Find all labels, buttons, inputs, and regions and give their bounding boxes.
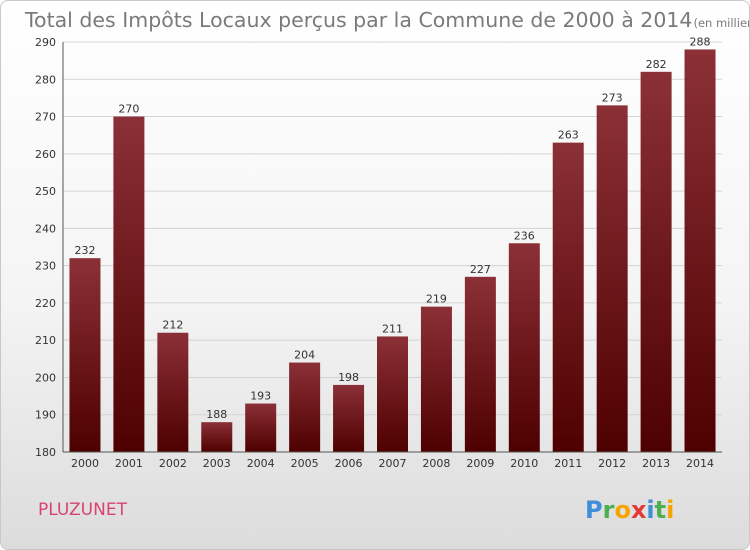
bar-2004 bbox=[245, 403, 277, 452]
bar-value-label: 198 bbox=[338, 371, 359, 384]
bar-2001 bbox=[113, 116, 145, 452]
x-tick-label: 2010 bbox=[510, 457, 538, 470]
bar-value-label: 211 bbox=[382, 322, 403, 335]
bar-2005 bbox=[289, 362, 321, 452]
y-tick-label: 220 bbox=[35, 297, 56, 310]
bar-value-labels: 232 270 212 188 193 204 198 211 219 227 236 263 273 2… bbox=[74, 35, 710, 421]
x-tick-label: 2003 bbox=[203, 457, 231, 470]
x-tick-label: 2007 bbox=[379, 457, 407, 470]
logo-letter: r bbox=[603, 496, 615, 524]
y-tick-label: 270 bbox=[35, 111, 56, 124]
bar-2010 bbox=[508, 243, 540, 452]
bar-value-label: 263 bbox=[558, 129, 579, 142]
y-tick-label: 230 bbox=[35, 260, 56, 273]
x-tick-label: 2012 bbox=[598, 457, 626, 470]
bar-2002 bbox=[157, 332, 189, 452]
bar-value-label: 227 bbox=[470, 263, 491, 276]
x-axis-tick-labels: 2000 2001 2002 2003 2004 2005 2006 2007 2008 2009… bbox=[71, 457, 714, 470]
bar-2013 bbox=[640, 71, 672, 453]
x-tick-label: 2011 bbox=[554, 457, 582, 470]
logo-letter: o bbox=[614, 496, 631, 524]
bar-2008 bbox=[420, 306, 452, 452]
x-tick-label: 2004 bbox=[247, 457, 275, 470]
x-tick-label: 2013 bbox=[642, 457, 670, 470]
commune-name: PLUZUNET bbox=[38, 500, 128, 520]
x-tick-label: 2001 bbox=[115, 457, 143, 470]
bar-2014 bbox=[684, 49, 716, 453]
bar-value-label: 204 bbox=[294, 349, 315, 362]
bar-2003 bbox=[201, 422, 233, 452]
bar-2012 bbox=[596, 105, 628, 452]
bar-2000 bbox=[69, 258, 101, 452]
y-tick-label: 200 bbox=[35, 371, 56, 384]
bar-value-label: 212 bbox=[162, 319, 183, 332]
bar-value-label: 236 bbox=[514, 229, 535, 242]
bar-value-label: 273 bbox=[602, 91, 623, 104]
axes bbox=[62, 42, 722, 453]
bar-value-label: 219 bbox=[426, 293, 447, 306]
logo-letter: t bbox=[655, 496, 666, 524]
bar-value-label: 270 bbox=[118, 103, 139, 116]
y-tick-label: 240 bbox=[35, 222, 56, 235]
bar-2009 bbox=[464, 276, 496, 452]
x-tick-label: 2014 bbox=[686, 457, 714, 470]
bar-value-label: 193 bbox=[250, 390, 271, 403]
y-tick-label: 280 bbox=[35, 73, 56, 86]
x-tick-label: 2009 bbox=[466, 457, 494, 470]
bar-value-label: 188 bbox=[206, 408, 227, 421]
bar-value-label: 288 bbox=[690, 35, 711, 48]
chart-title-unit: (en milliers d'€) bbox=[693, 16, 750, 30]
y-tick-label: 260 bbox=[35, 148, 56, 161]
x-tick-label: 2008 bbox=[422, 457, 450, 470]
y-tick-label: 180 bbox=[35, 446, 56, 459]
proxiti-logo: Proxiti bbox=[585, 496, 674, 524]
bar-2007 bbox=[377, 336, 408, 452]
proxiti-logo-text: Proxiti bbox=[585, 496, 674, 524]
chart-title-main: Total des Impôts Locaux perçus par la Co… bbox=[24, 8, 692, 32]
bar-2006 bbox=[333, 384, 365, 452]
logo-letter: i bbox=[666, 496, 674, 524]
bar-2011 bbox=[552, 142, 584, 453]
bar-value-label: 232 bbox=[74, 244, 95, 257]
bars bbox=[69, 49, 716, 453]
y-tick-label: 210 bbox=[35, 334, 56, 347]
logo-letter: x bbox=[631, 496, 647, 524]
chart-title: Total des Impôts Locaux perçus par la Co… bbox=[24, 8, 750, 32]
bar-value-label: 282 bbox=[646, 58, 667, 71]
logo-letter: P bbox=[585, 496, 603, 524]
y-tick-label: 250 bbox=[35, 185, 56, 198]
x-tick-label: 2006 bbox=[335, 457, 363, 470]
y-axis-tick-labels: 180 190 200 210 220 230 240 250 260 270 280 290 bbox=[35, 36, 56, 459]
x-tick-label: 2002 bbox=[159, 457, 187, 470]
x-tick-label: 2000 bbox=[71, 457, 99, 470]
logo-letter: i bbox=[646, 496, 654, 524]
y-tick-label: 290 bbox=[35, 36, 56, 49]
x-tick-label: 2005 bbox=[291, 457, 319, 470]
y-tick-label: 190 bbox=[35, 409, 56, 422]
